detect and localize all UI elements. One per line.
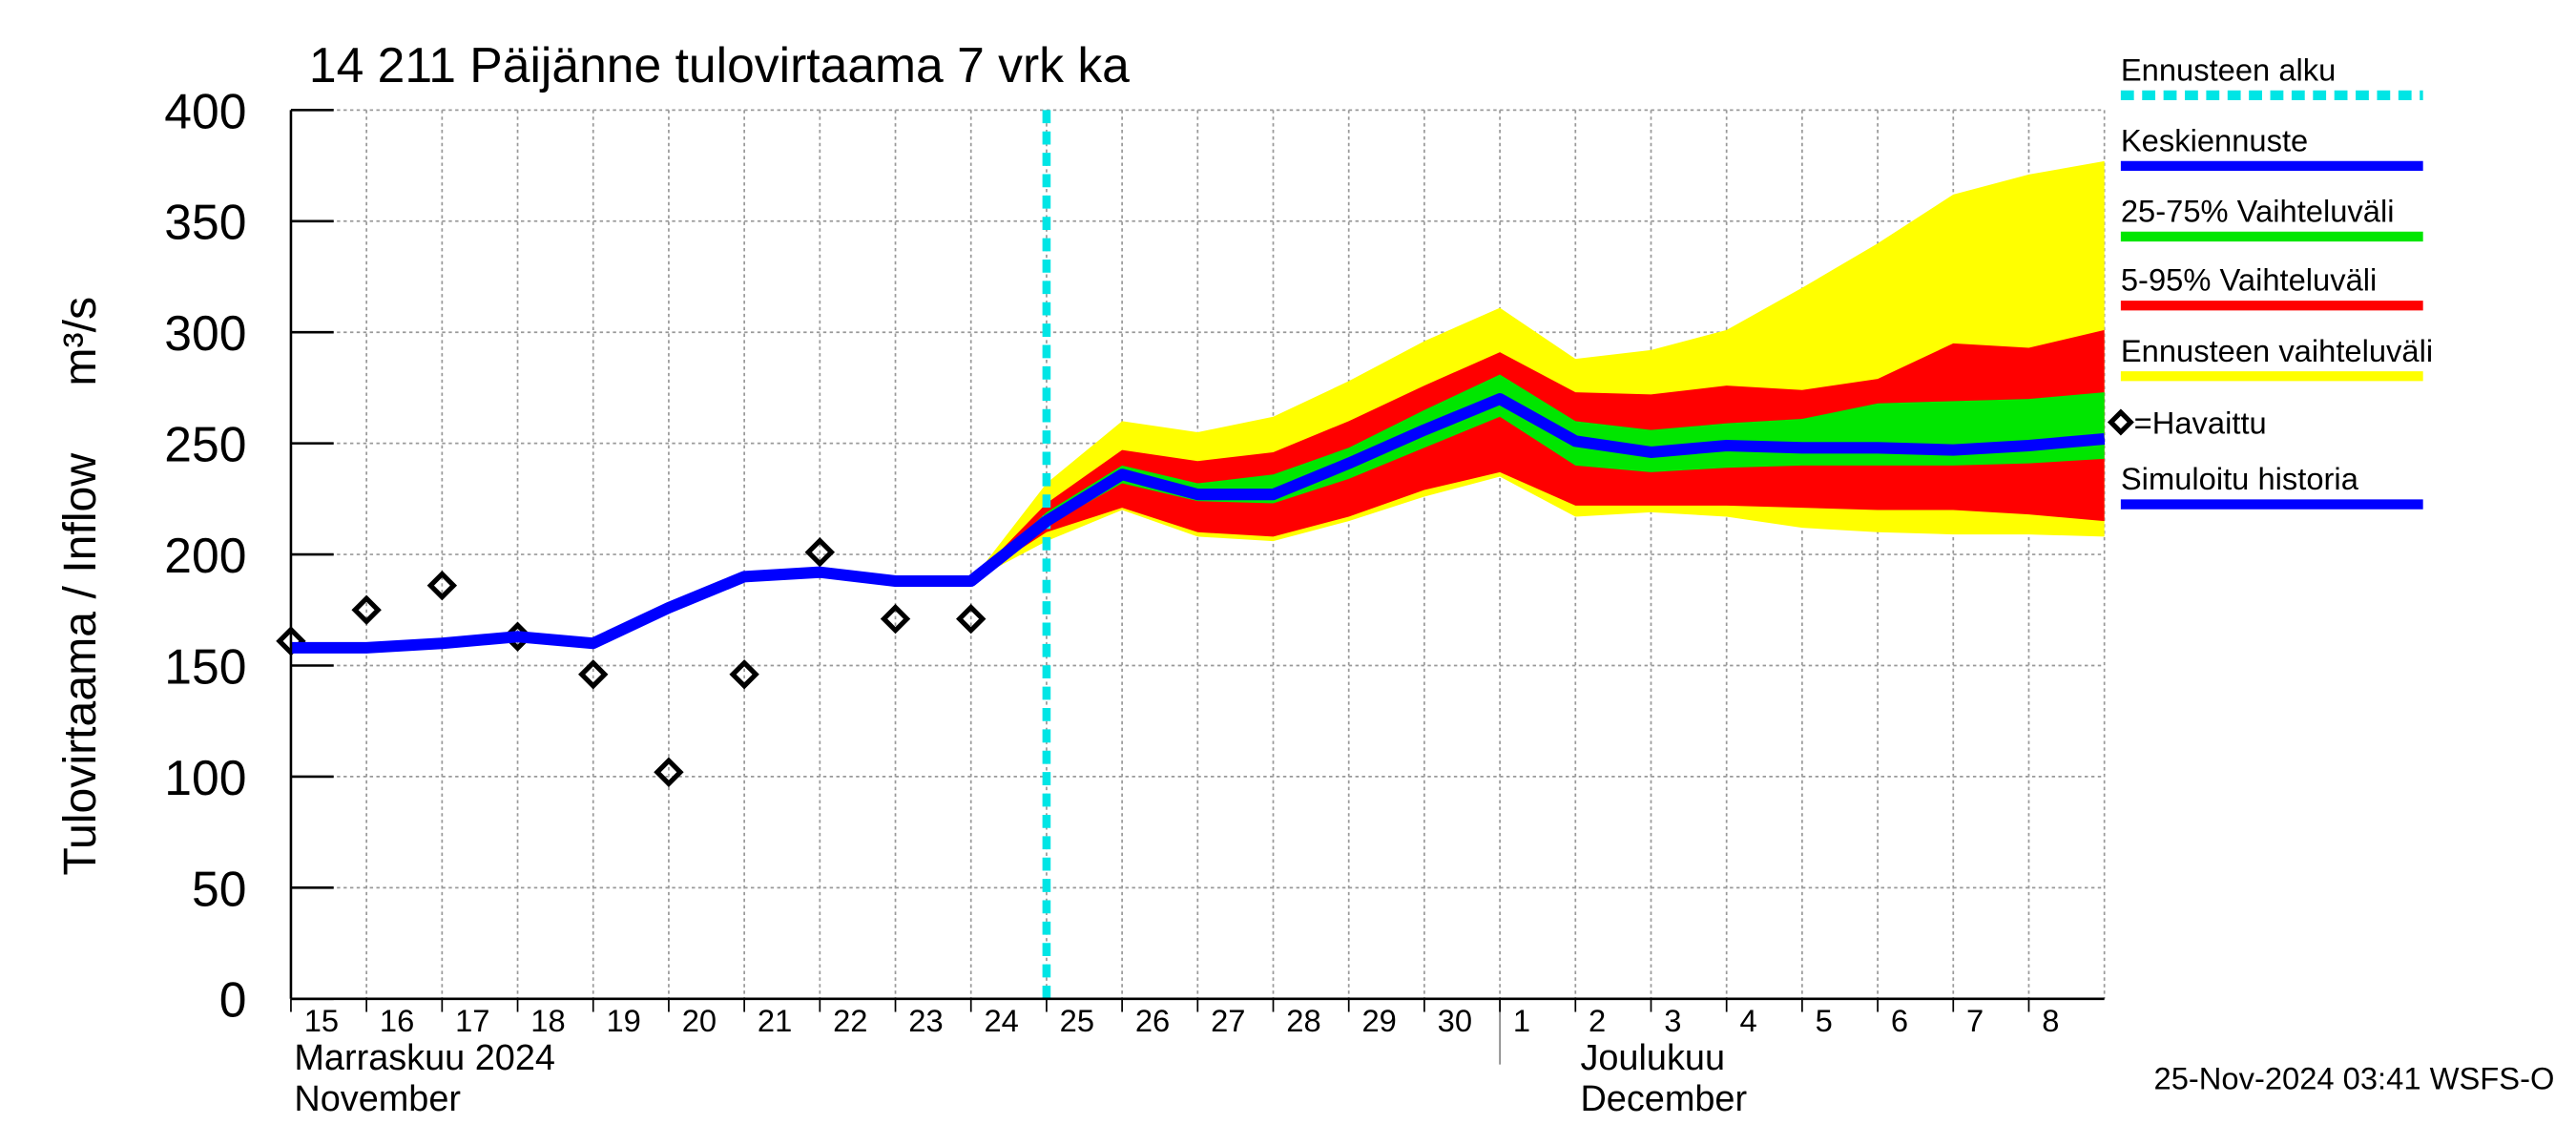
x-tick-label: 4	[1739, 1003, 1756, 1038]
observed-marker	[804, 537, 836, 568]
observed-marker	[956, 603, 987, 635]
x-tick-label: 25	[1060, 1003, 1094, 1038]
month-label: November	[294, 1079, 461, 1119]
y-tick-label: 100	[164, 750, 246, 805]
x-tick-label: 18	[530, 1003, 565, 1038]
legend-label: 25-75% Vaihteluväli	[2121, 193, 2395, 228]
series-line	[290, 516, 1050, 654]
observed-marker	[880, 603, 911, 635]
x-tick-label: 3	[1664, 1003, 1681, 1038]
x-tick-label: 29	[1361, 1003, 1396, 1038]
legend-label: Ennusteen alku	[2121, 52, 2336, 87]
x-tick-label: 5	[1816, 1003, 1833, 1038]
y-tick-label: 250	[164, 417, 246, 472]
x-tick-label: 19	[607, 1003, 641, 1038]
y-tick-label: 0	[219, 972, 247, 1028]
observed-marker	[654, 757, 684, 787]
x-tick-label: 20	[682, 1003, 717, 1038]
y-axis-unit: m³/s	[54, 297, 106, 386]
month-label: Joulukuu	[1580, 1038, 1725, 1078]
y-tick-label: 300	[164, 305, 246, 361]
month-label: December	[1580, 1079, 1747, 1119]
legend-label: 5-95% Vaihteluväli	[2121, 262, 2377, 298]
legend-label: Keskiennuste	[2121, 122, 2308, 157]
x-tick-label: 6	[1891, 1003, 1908, 1038]
x-tick-label: 8	[2042, 1003, 2059, 1038]
y-tick-label: 50	[192, 861, 246, 916]
x-tick-label: 21	[758, 1003, 792, 1038]
y-tick-label: 400	[164, 83, 246, 138]
x-tick-label: 24	[984, 1003, 1018, 1038]
observed-marker	[351, 594, 382, 625]
x-tick-label: 22	[833, 1003, 867, 1038]
y-tick-label: 150	[164, 638, 246, 694]
x-tick-label: 7	[1966, 1003, 1984, 1038]
y-tick-label: 200	[164, 528, 246, 583]
observed-marker	[578, 659, 609, 690]
legend-label: =Havaittu	[2134, 406, 2267, 441]
x-tick-label: 17	[455, 1003, 489, 1038]
legend-label: Simuloitu historia	[2121, 461, 2359, 496]
x-tick-label: 23	[908, 1003, 943, 1038]
forecast-line	[968, 395, 2105, 584]
legend-label: Ennusteen vaihteluväli	[2121, 333, 2433, 368]
x-tick-label: 1	[1513, 1003, 1530, 1038]
x-tick-label: 15	[304, 1003, 339, 1038]
timestamp: 25-Nov-2024 03:41 WSFS-O	[2154, 1060, 2555, 1095]
x-tick-label: 30	[1438, 1003, 1472, 1038]
x-tick-label: 2	[1589, 1003, 1606, 1038]
month-label: Marraskuu 2024	[294, 1038, 555, 1078]
observed-marker	[426, 570, 458, 601]
x-tick-label: 16	[380, 1003, 414, 1038]
y-tick-label: 350	[164, 195, 246, 250]
x-tick-label: 27	[1211, 1003, 1245, 1038]
y-axis-label: Tulovirtaama / Inflow	[54, 453, 106, 876]
legend-marker	[2107, 408, 2134, 436]
observed-marker	[729, 659, 759, 690]
x-tick-label: 26	[1135, 1003, 1170, 1038]
x-tick-label: 28	[1286, 1003, 1320, 1038]
band	[970, 329, 2105, 582]
chart-title: 14 211 Päijänne tulovirtaama 7 vrk ka	[309, 37, 1130, 93]
band	[970, 374, 2105, 582]
